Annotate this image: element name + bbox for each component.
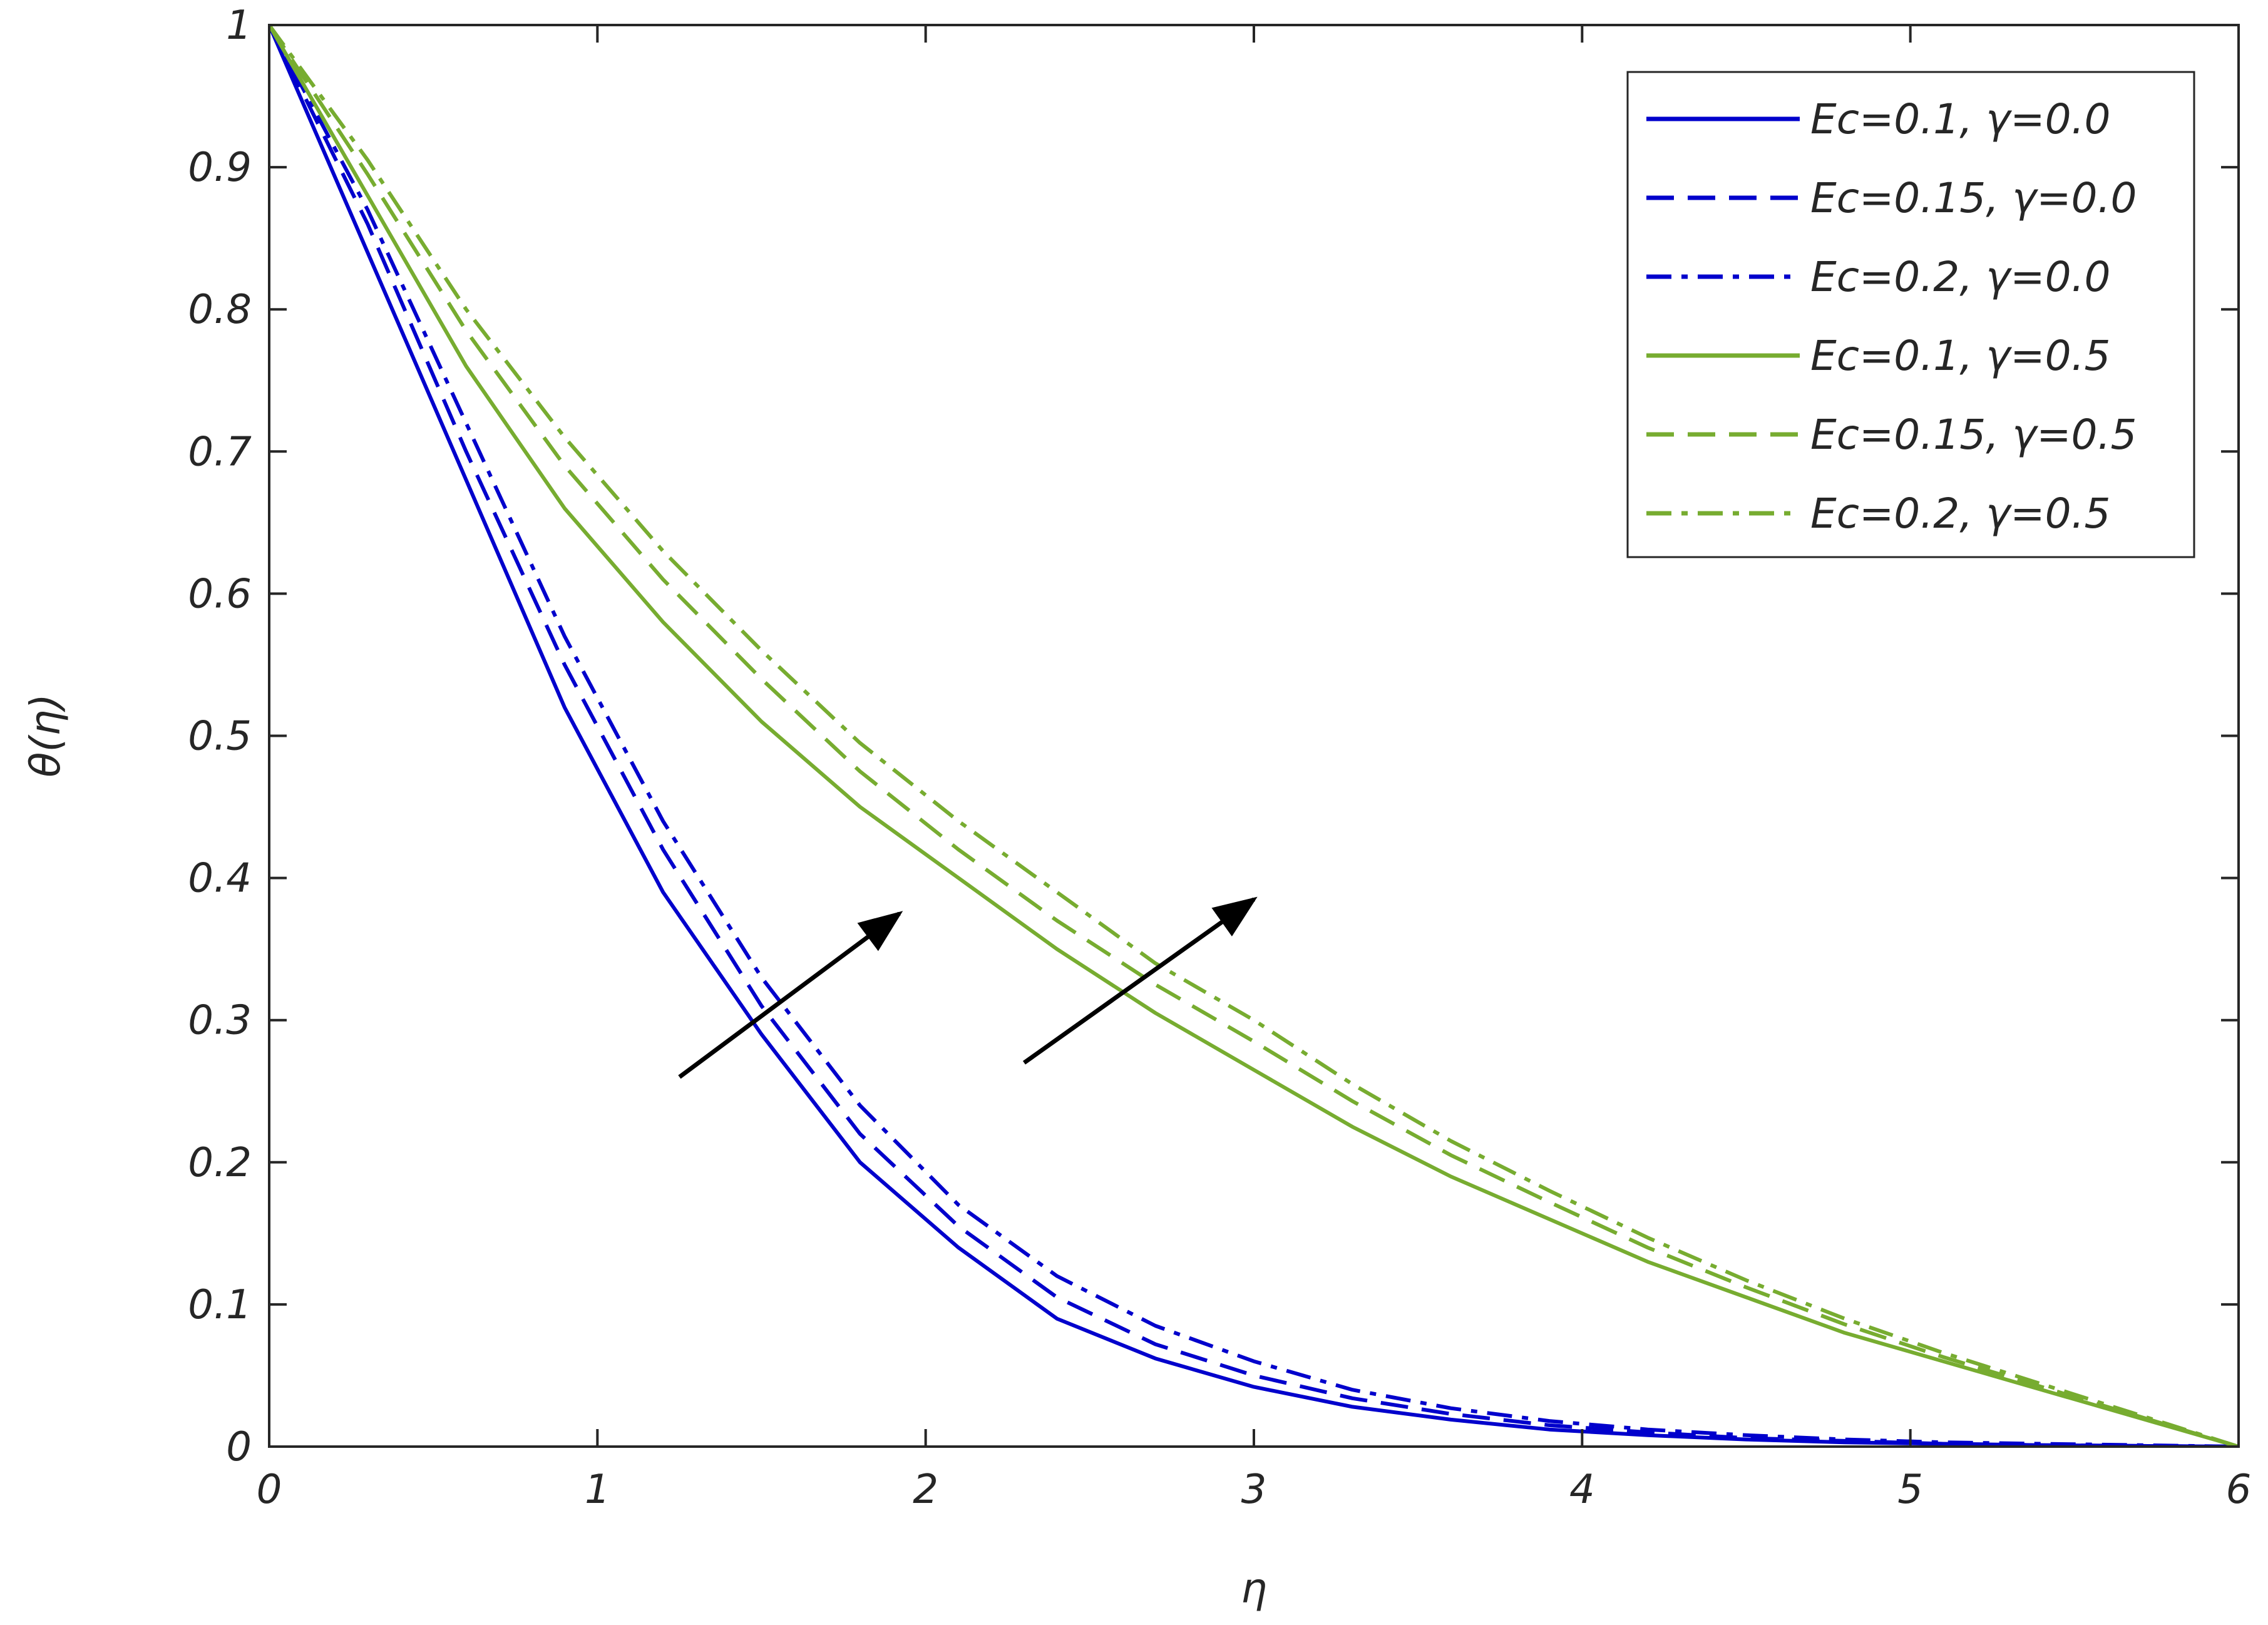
legend-box [1626, 71, 2195, 558]
annotation-arrow-0 [678, 911, 903, 1079]
x-tick-label-0: 0 [257, 1467, 282, 1513]
legend-label-5: Ec=0.2, γ=0.5 [1810, 490, 2111, 538]
y-axis-label: θ(η) [21, 694, 69, 777]
y-tick-label-6: 0.6 [188, 571, 252, 617]
x-tick-label-5: 5 [1897, 1467, 1923, 1513]
y-tick-label-9: 0.9 [188, 145, 252, 191]
y-tick-label-10: 1 [226, 3, 252, 49]
x-tick-label-3: 3 [1241, 1467, 1267, 1513]
x-tick-label-6: 6 [2226, 1467, 2252, 1513]
legend-label-0: Ec=0.1, γ=0.0 [1810, 95, 2111, 143]
y-tick-label-7: 0.7 [188, 429, 252, 475]
legend-items: Ec=0.1, γ=0.0 Ec=0.15, γ=0.0 Ec=0.2, γ=0.0… [1646, 95, 2137, 538]
legend-label-3: Ec=0.1, γ=0.5 [1810, 332, 2111, 380]
legend-label-2: Ec=0.2, γ=0.0 [1810, 253, 2111, 301]
tick-layer: 0 1 2 3 4 5 6 0 0.1 0.2 0.3 0.4 0.5 0.6 0.7 0.8 0.9 1 [188, 3, 2251, 1513]
legend-label-1: Ec=0.15, γ=0.0 [1810, 174, 2137, 222]
y-tick-label-8: 0.8 [188, 287, 252, 333]
legend-label-4: Ec=0.15, γ=0.5 [1810, 411, 2137, 459]
y-tick-label-2: 0.2 [188, 1140, 252, 1186]
annotation-layer [678, 896, 1258, 1079]
annotation-arrow-1 [1022, 896, 1258, 1065]
x-tick-label-1: 1 [585, 1467, 610, 1513]
y-tick-label-5: 0.5 [188, 714, 252, 760]
legend: Ec=0.1, γ=0.0 Ec=0.15, γ=0.0 Ec=0.2, γ=0.0… [1626, 71, 2195, 558]
series-line-3 [269, 25, 2239, 1447]
series-line-4 [269, 25, 2239, 1447]
y-tick-label-0: 0 [226, 1424, 252, 1470]
y-tick-label-4: 0.4 [188, 856, 252, 902]
y-tick-label-1: 0.1 [188, 1282, 252, 1328]
y-tick-label-3: 0.3 [188, 998, 252, 1044]
x-axis-label: η [1241, 1564, 1267, 1612]
x-tick-label-4: 4 [1569, 1467, 1595, 1513]
x-tick-label-2: 2 [913, 1467, 938, 1513]
